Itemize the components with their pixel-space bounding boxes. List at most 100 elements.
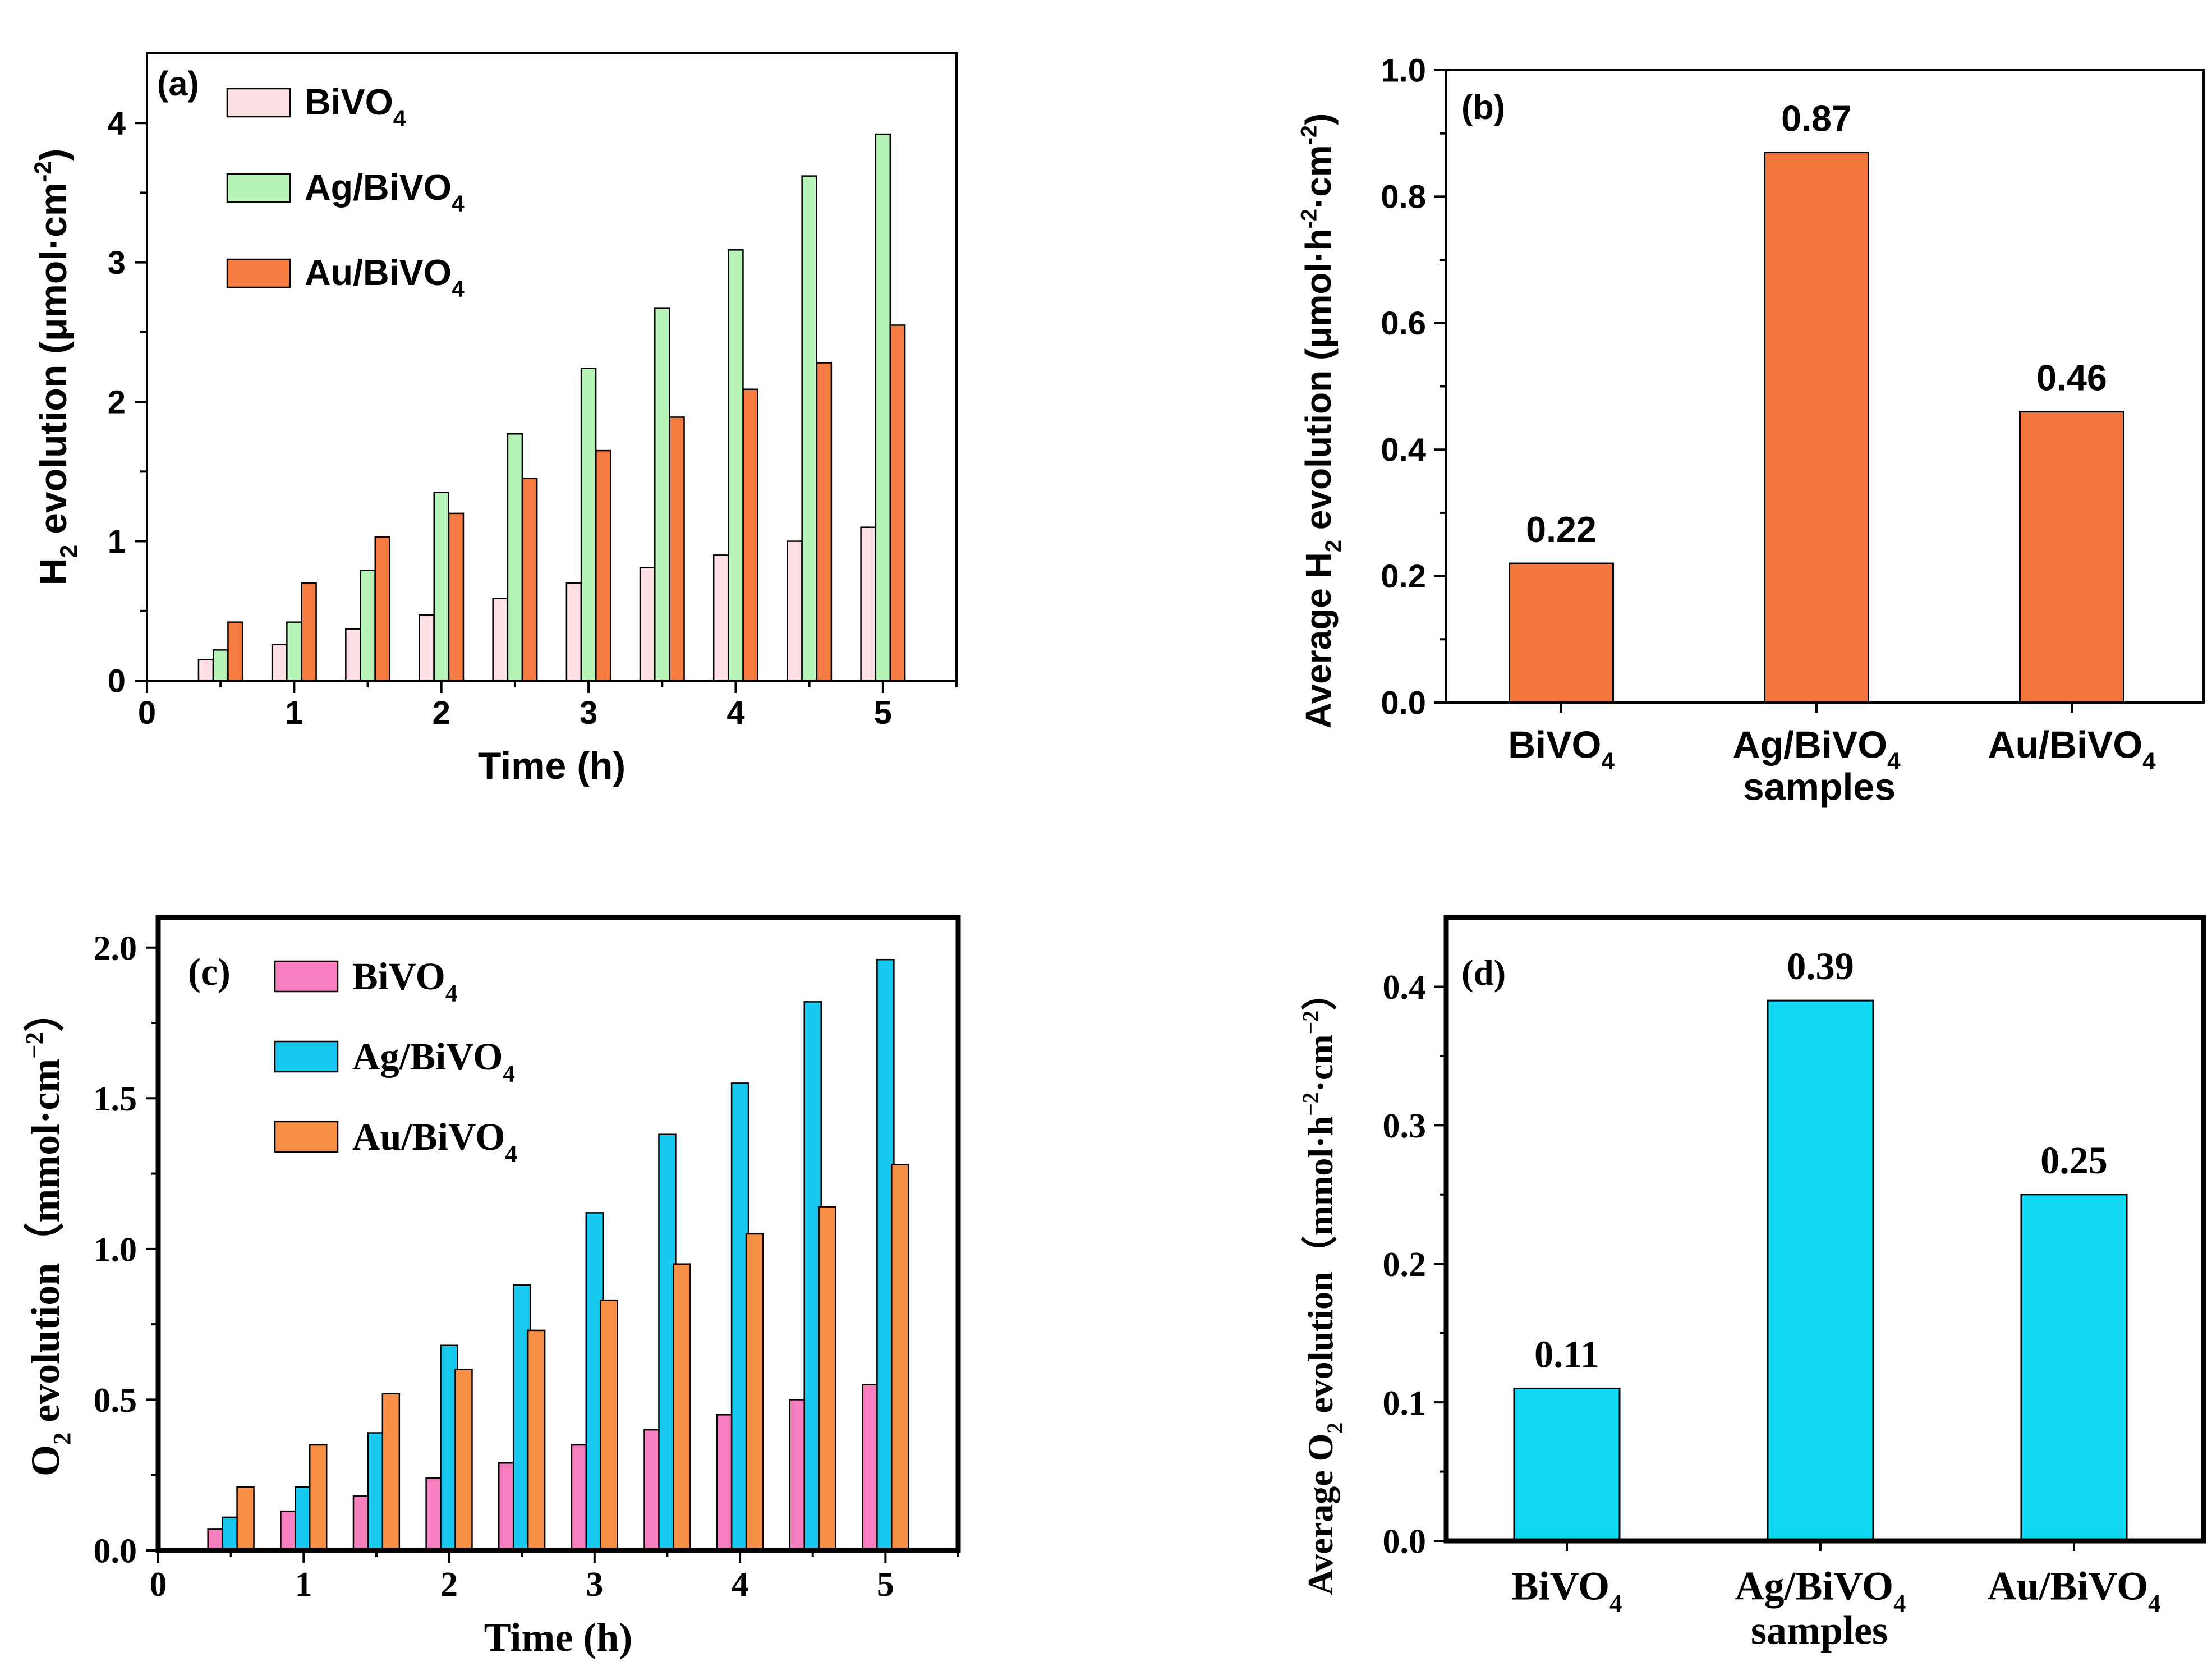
legend-label-a-2: Au/BiVO4 — [305, 253, 465, 301]
bar-a-s2-2 — [374, 536, 391, 682]
y-tick-label-c-2: 1.0 — [94, 1231, 137, 1269]
plot-frame — [1443, 915, 2206, 1544]
panel-label-b: (b) — [1461, 88, 1505, 126]
bar-a-s0-4 — [492, 598, 508, 682]
bar-c-s2-4 — [527, 1329, 546, 1552]
bar-b-0 — [1509, 562, 1614, 704]
x-category-label-b-0: BiVO4 — [1508, 724, 1615, 774]
y-tick-label-d-0: 0.0 — [1383, 1523, 1427, 1561]
bar-a-s1-2 — [360, 570, 376, 682]
bar-c-s2-0 — [236, 1486, 255, 1552]
legend-swatch-c-2 — [274, 1121, 339, 1153]
bar-a-s2-7 — [742, 388, 758, 682]
bar-a-s2-6 — [669, 416, 685, 682]
panel-label-c: (c) — [188, 951, 231, 993]
x-axis-label-d: samples — [1751, 1608, 1888, 1653]
bar-a-s1-8 — [801, 175, 817, 682]
y-tick-label-a-2: 2 — [108, 384, 126, 420]
x-tick-label-a-2: 2 — [433, 695, 450, 731]
bar-a-s0-0 — [197, 659, 214, 682]
y-tick-label-b-1: 0.2 — [1381, 558, 1426, 595]
y-tick-label-c-3: 1.5 — [94, 1080, 137, 1118]
bar-a-s0-1 — [271, 644, 288, 682]
y-tick-label-b-3: 0.6 — [1381, 305, 1426, 342]
bar-a-s1-3 — [433, 492, 449, 682]
bar-c-s2-7 — [745, 1233, 764, 1552]
bar-b-2 — [2019, 411, 2124, 704]
y-axis-label-c: O2 evolution（mmol·cm−2） — [20, 992, 76, 1476]
bar-a-s1-6 — [654, 307, 670, 682]
x-tick-label-a-0: 0 — [138, 695, 156, 731]
bar-c-s2-3 — [454, 1369, 473, 1552]
x-axis-label-a: Time (h) — [478, 745, 626, 787]
x-category-label-b-2: Au/BiVO4 — [1988, 724, 2156, 774]
panel-label-d: (d) — [1461, 953, 1506, 993]
data-label-d-2: 0.25 — [2040, 1139, 2108, 1182]
x-tick-label-c-0: 0 — [150, 1566, 167, 1604]
legend-label-a-1: Ag/BiVO4 — [305, 167, 465, 216]
x-tick-label-c-2: 2 — [440, 1566, 458, 1604]
bar-a-s1-0 — [212, 649, 229, 682]
y-tick-label-d-2: 0.2 — [1383, 1246, 1427, 1284]
y-tick-label-a-4: 4 — [108, 105, 126, 142]
bar-a-s2-3 — [448, 512, 465, 682]
legend-label-c-0: BiVO4 — [352, 955, 457, 1007]
bar-a-s2-4 — [521, 478, 538, 682]
plot-frame — [146, 52, 958, 682]
legend-swatch-a-0 — [226, 88, 291, 118]
x-tick-label-a-1: 1 — [285, 695, 303, 731]
y-axis-label-b: Average H2 evolution (μmol·h-2·cm-2) — [1296, 113, 1346, 729]
x-axis-label-c: Time (h) — [484, 1615, 633, 1660]
y-tick-label-d-3: 0.3 — [1383, 1107, 1427, 1145]
bar-a-s1-9 — [875, 133, 891, 682]
bar-a-s0-7 — [712, 554, 729, 682]
x-category-label-d-2: Au/BiVO4 — [1988, 1563, 2161, 1617]
legend-label-c-2: Au/BiVO4 — [352, 1116, 517, 1168]
bar-a-s0-2 — [345, 628, 361, 682]
bar-a-s2-1 — [301, 582, 317, 682]
bar-c-s2-8 — [818, 1206, 836, 1552]
data-label-b-1: 0.87 — [1781, 99, 1852, 139]
bar-d-0 — [1513, 1387, 1621, 1542]
x-tick-label-c-3: 3 — [586, 1566, 603, 1604]
bar-a-s2-9 — [889, 324, 906, 682]
x-tick-label-a-4: 4 — [726, 695, 744, 731]
x-category-label-d-1: Ag/BiVO4 — [1735, 1563, 1906, 1617]
legend-swatch-a-1 — [226, 173, 291, 203]
x-category-label-b-1: Ag/BiVO4 — [1732, 724, 1901, 774]
bar-d-1 — [1767, 999, 1874, 1542]
y-tick-label-b-2: 0.4 — [1381, 432, 1426, 469]
legend-swatch-c-0 — [274, 960, 339, 993]
bar-a-s0-5 — [565, 582, 582, 682]
y-tick-label-a-0: 0 — [108, 663, 126, 699]
bar-a-s1-4 — [507, 433, 523, 682]
legend-swatch-a-2 — [226, 258, 291, 288]
bar-d-2 — [2020, 1194, 2128, 1542]
y-tick-label-b-0: 0.0 — [1381, 685, 1426, 721]
x-tick-label-a-3: 3 — [580, 695, 597, 731]
panel-label-a: (a) — [157, 65, 199, 103]
bar-a-s2-8 — [816, 362, 833, 682]
y-tick-label-c-1: 0.5 — [94, 1381, 137, 1420]
x-tick-label-c-4: 4 — [732, 1566, 749, 1604]
bar-c-s2-9 — [891, 1164, 909, 1552]
y-tick-label-b-4: 0.8 — [1381, 179, 1426, 215]
data-label-b-0: 0.22 — [1526, 509, 1597, 550]
bar-c-s2-6 — [673, 1263, 691, 1552]
y-tick-label-a-1: 1 — [108, 524, 126, 560]
y-tick-label-c-4: 2.0 — [94, 929, 137, 967]
y-tick-label-a-3: 3 — [108, 245, 126, 281]
bar-c-s2-2 — [381, 1393, 401, 1552]
bar-c-s2-1 — [309, 1444, 328, 1552]
bar-a-s1-1 — [286, 621, 302, 682]
bar-b-1 — [1764, 152, 1869, 704]
y-tick-label-d-1: 0.1 — [1383, 1384, 1427, 1422]
y-axis-label-a: H2 evolution (μmol·cm-2) — [30, 149, 82, 586]
bar-c-s2-5 — [600, 1299, 618, 1552]
panel-a: 0 1 2 3 4 0 1 2 3 4 5 Time (h) H2 evolution (μmol·cm… — [30, 52, 958, 787]
y-tick-label-d-4: 0.4 — [1383, 968, 1427, 1007]
y-tick-label-b-5: 1.0 — [1381, 52, 1426, 89]
x-tick-label-c-5: 5 — [877, 1566, 894, 1604]
bar-a-s0-6 — [639, 567, 656, 682]
